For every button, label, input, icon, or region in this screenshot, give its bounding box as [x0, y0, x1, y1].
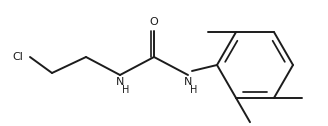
Text: O: O [150, 17, 158, 27]
Text: N: N [116, 77, 124, 87]
Text: H: H [190, 85, 198, 95]
Text: H: H [122, 85, 130, 95]
Text: Cl: Cl [12, 52, 23, 62]
Text: N: N [184, 77, 192, 87]
